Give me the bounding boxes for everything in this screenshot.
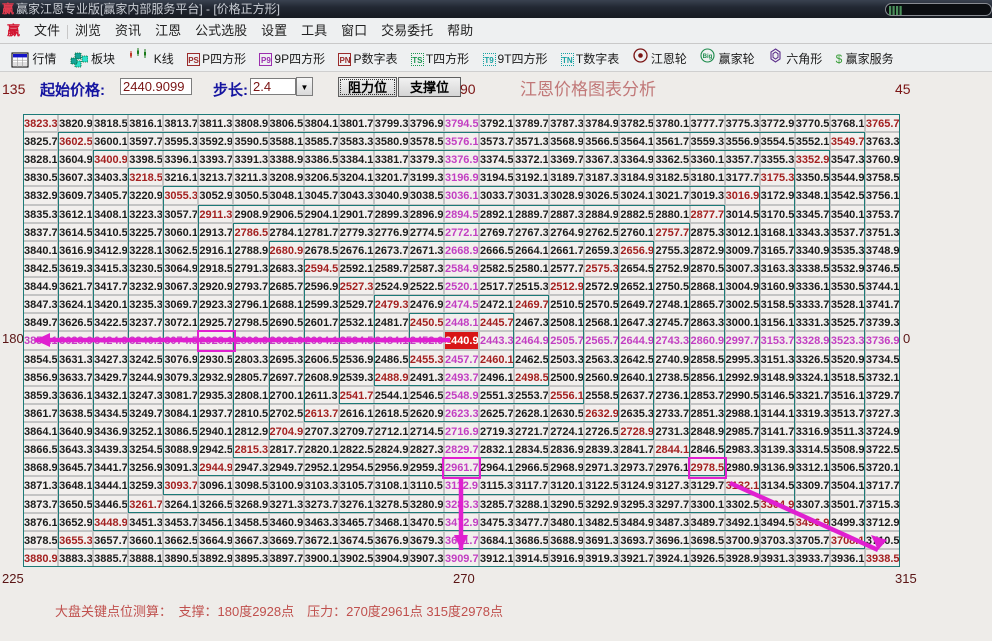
- svg-text:Big: Big: [703, 54, 713, 60]
